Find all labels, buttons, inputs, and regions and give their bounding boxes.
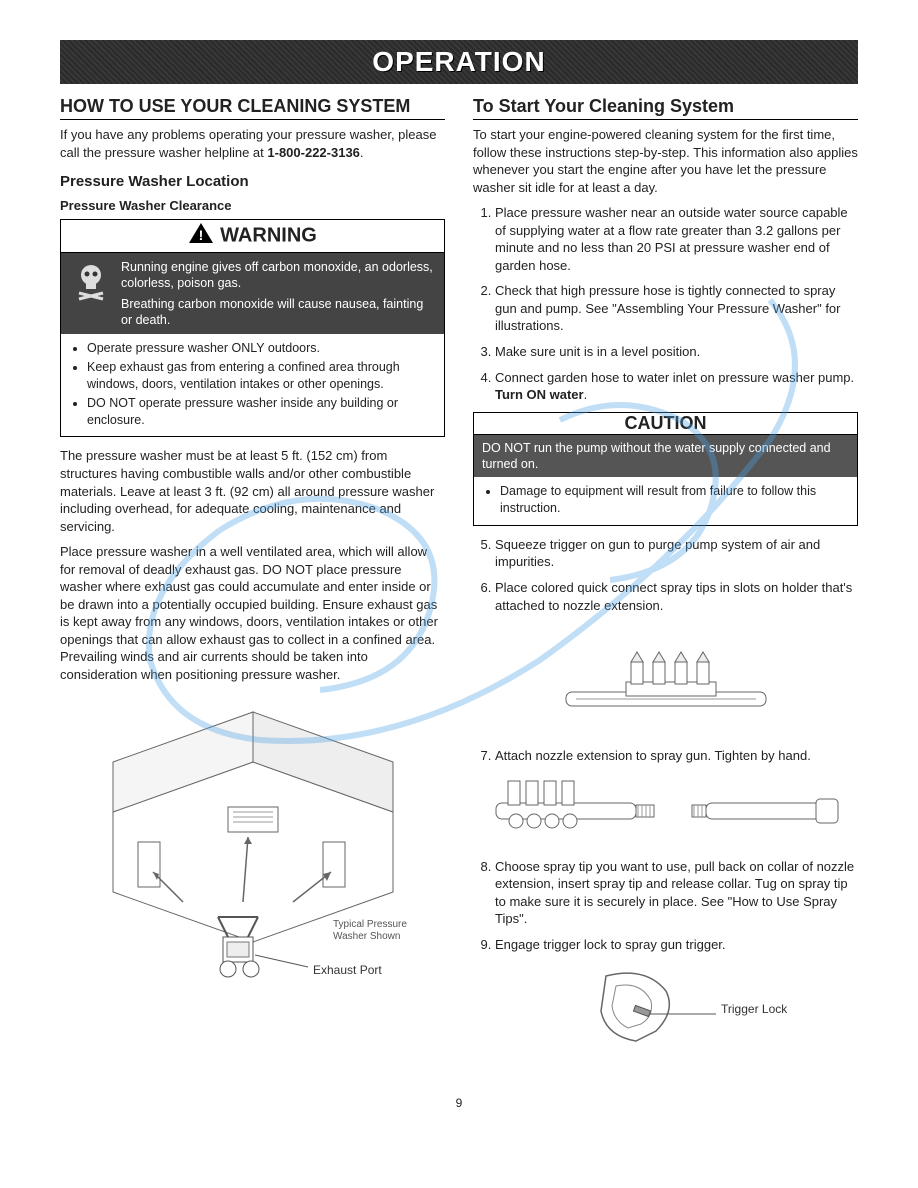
step-4-text-c: .	[584, 387, 588, 402]
clearance-paragraph-1: The pressure washer must be at least 5 f…	[60, 447, 445, 535]
step-4-bold: Turn ON water	[495, 387, 584, 402]
steps-list-4: Choose spray tip you want to use, pull b…	[473, 858, 858, 954]
fig-label-typical: Typical Pressure	[333, 919, 407, 930]
steps-list-1: Place pressure washer near an outside wa…	[473, 204, 858, 403]
trigger-lock-figure: Trigger Lock	[473, 961, 858, 1054]
warning-bullet: DO NOT operate pressure washer inside an…	[87, 395, 434, 429]
intro-paragraph: If you have any problems operating your …	[60, 126, 445, 161]
warning-dark-panel: Running engine gives off carbon monoxide…	[61, 253, 444, 334]
svg-text:Washer Shown: Washer Shown	[333, 931, 400, 942]
intro-end: .	[360, 145, 364, 160]
warning-box: ! WARNING Running engine gives off carbo…	[60, 219, 445, 437]
warning-title-text: WARNING	[220, 224, 317, 246]
svg-text:!: !	[199, 227, 204, 243]
caution-dark-text: DO NOT run the pump without the water su…	[474, 435, 857, 478]
start-intro: To start your engine-powered cleaning sy…	[473, 126, 858, 196]
clearance-heading: Pressure Washer Clearance	[60, 198, 445, 213]
clearance-paragraph-2: Place pressure washer in a well ventilat…	[60, 543, 445, 683]
step-1: Place pressure washer near an outside wa…	[495, 204, 858, 274]
step-2: Check that high pressure hose is tightly…	[495, 282, 858, 335]
step-4-text-a: Connect garden hose to water inlet on pr…	[495, 370, 854, 385]
warning-bullets: Operate pressure washer ONLY outdoors. K…	[61, 334, 444, 436]
steps-list-2: Squeeze trigger on gun to purge pump sys…	[473, 536, 858, 614]
caution-header: CAUTION	[474, 413, 857, 435]
caution-bullets: Damage to equipment will result from fai…	[474, 477, 857, 525]
right-column: To Start Your Cleaning System To start y…	[473, 96, 858, 1066]
page-number: 9	[60, 1096, 858, 1110]
how-to-use-heading: HOW TO USE YOUR CLEANING SYSTEM	[60, 96, 445, 120]
step-8: Choose spray tip you want to use, pull b…	[495, 858, 858, 928]
step-3: Make sure unit is in a level position.	[495, 343, 858, 361]
start-system-heading: To Start Your Cleaning System	[473, 96, 858, 120]
step-7: Attach nozzle extension to spray gun. Ti…	[495, 747, 858, 765]
warning-header: ! WARNING	[61, 220, 444, 253]
caution-bullet: Damage to equipment will result from fai…	[500, 483, 847, 517]
house-figure: Typical Pressure Washer Shown Exhaust Po…	[60, 692, 445, 995]
location-heading: Pressure Washer Location	[60, 173, 445, 190]
caution-box: CAUTION DO NOT run the pump without the …	[473, 412, 858, 526]
trigger-lock-label: Trigger Lock	[721, 1002, 788, 1016]
warning-bullet: Operate pressure washer ONLY outdoors.	[87, 340, 434, 357]
nozzle-attach-figure	[473, 773, 858, 846]
warning-line-2: Breathing carbon monoxide will cause nau…	[121, 296, 436, 329]
warning-triangle-icon: !	[188, 222, 214, 250]
step-4: Connect garden hose to water inlet on pr…	[495, 369, 858, 404]
step-5: Squeeze trigger on gun to purge pump sys…	[495, 536, 858, 571]
fig-label-exhaust: Exhaust Port	[313, 963, 382, 977]
warning-bullet: Keep exhaust gas from entering a confine…	[87, 359, 434, 393]
step-6: Place colored quick connect spray tips i…	[495, 579, 858, 614]
spray-tips-figure	[473, 622, 858, 735]
step-9: Engage trigger lock to spray gun trigger…	[495, 936, 858, 954]
warning-line-1: Running engine gives off carbon monoxide…	[121, 259, 436, 292]
steps-list-3: Attach nozzle extension to spray gun. Ti…	[473, 747, 858, 765]
helpline-phone: 1-800-222-3136	[267, 145, 360, 160]
intro-text: If you have any problems operating your …	[60, 127, 437, 160]
skull-icon	[69, 259, 113, 328]
operation-banner: OPERATION	[60, 40, 858, 84]
left-column: HOW TO USE YOUR CLEANING SYSTEM If you h…	[60, 96, 445, 1066]
